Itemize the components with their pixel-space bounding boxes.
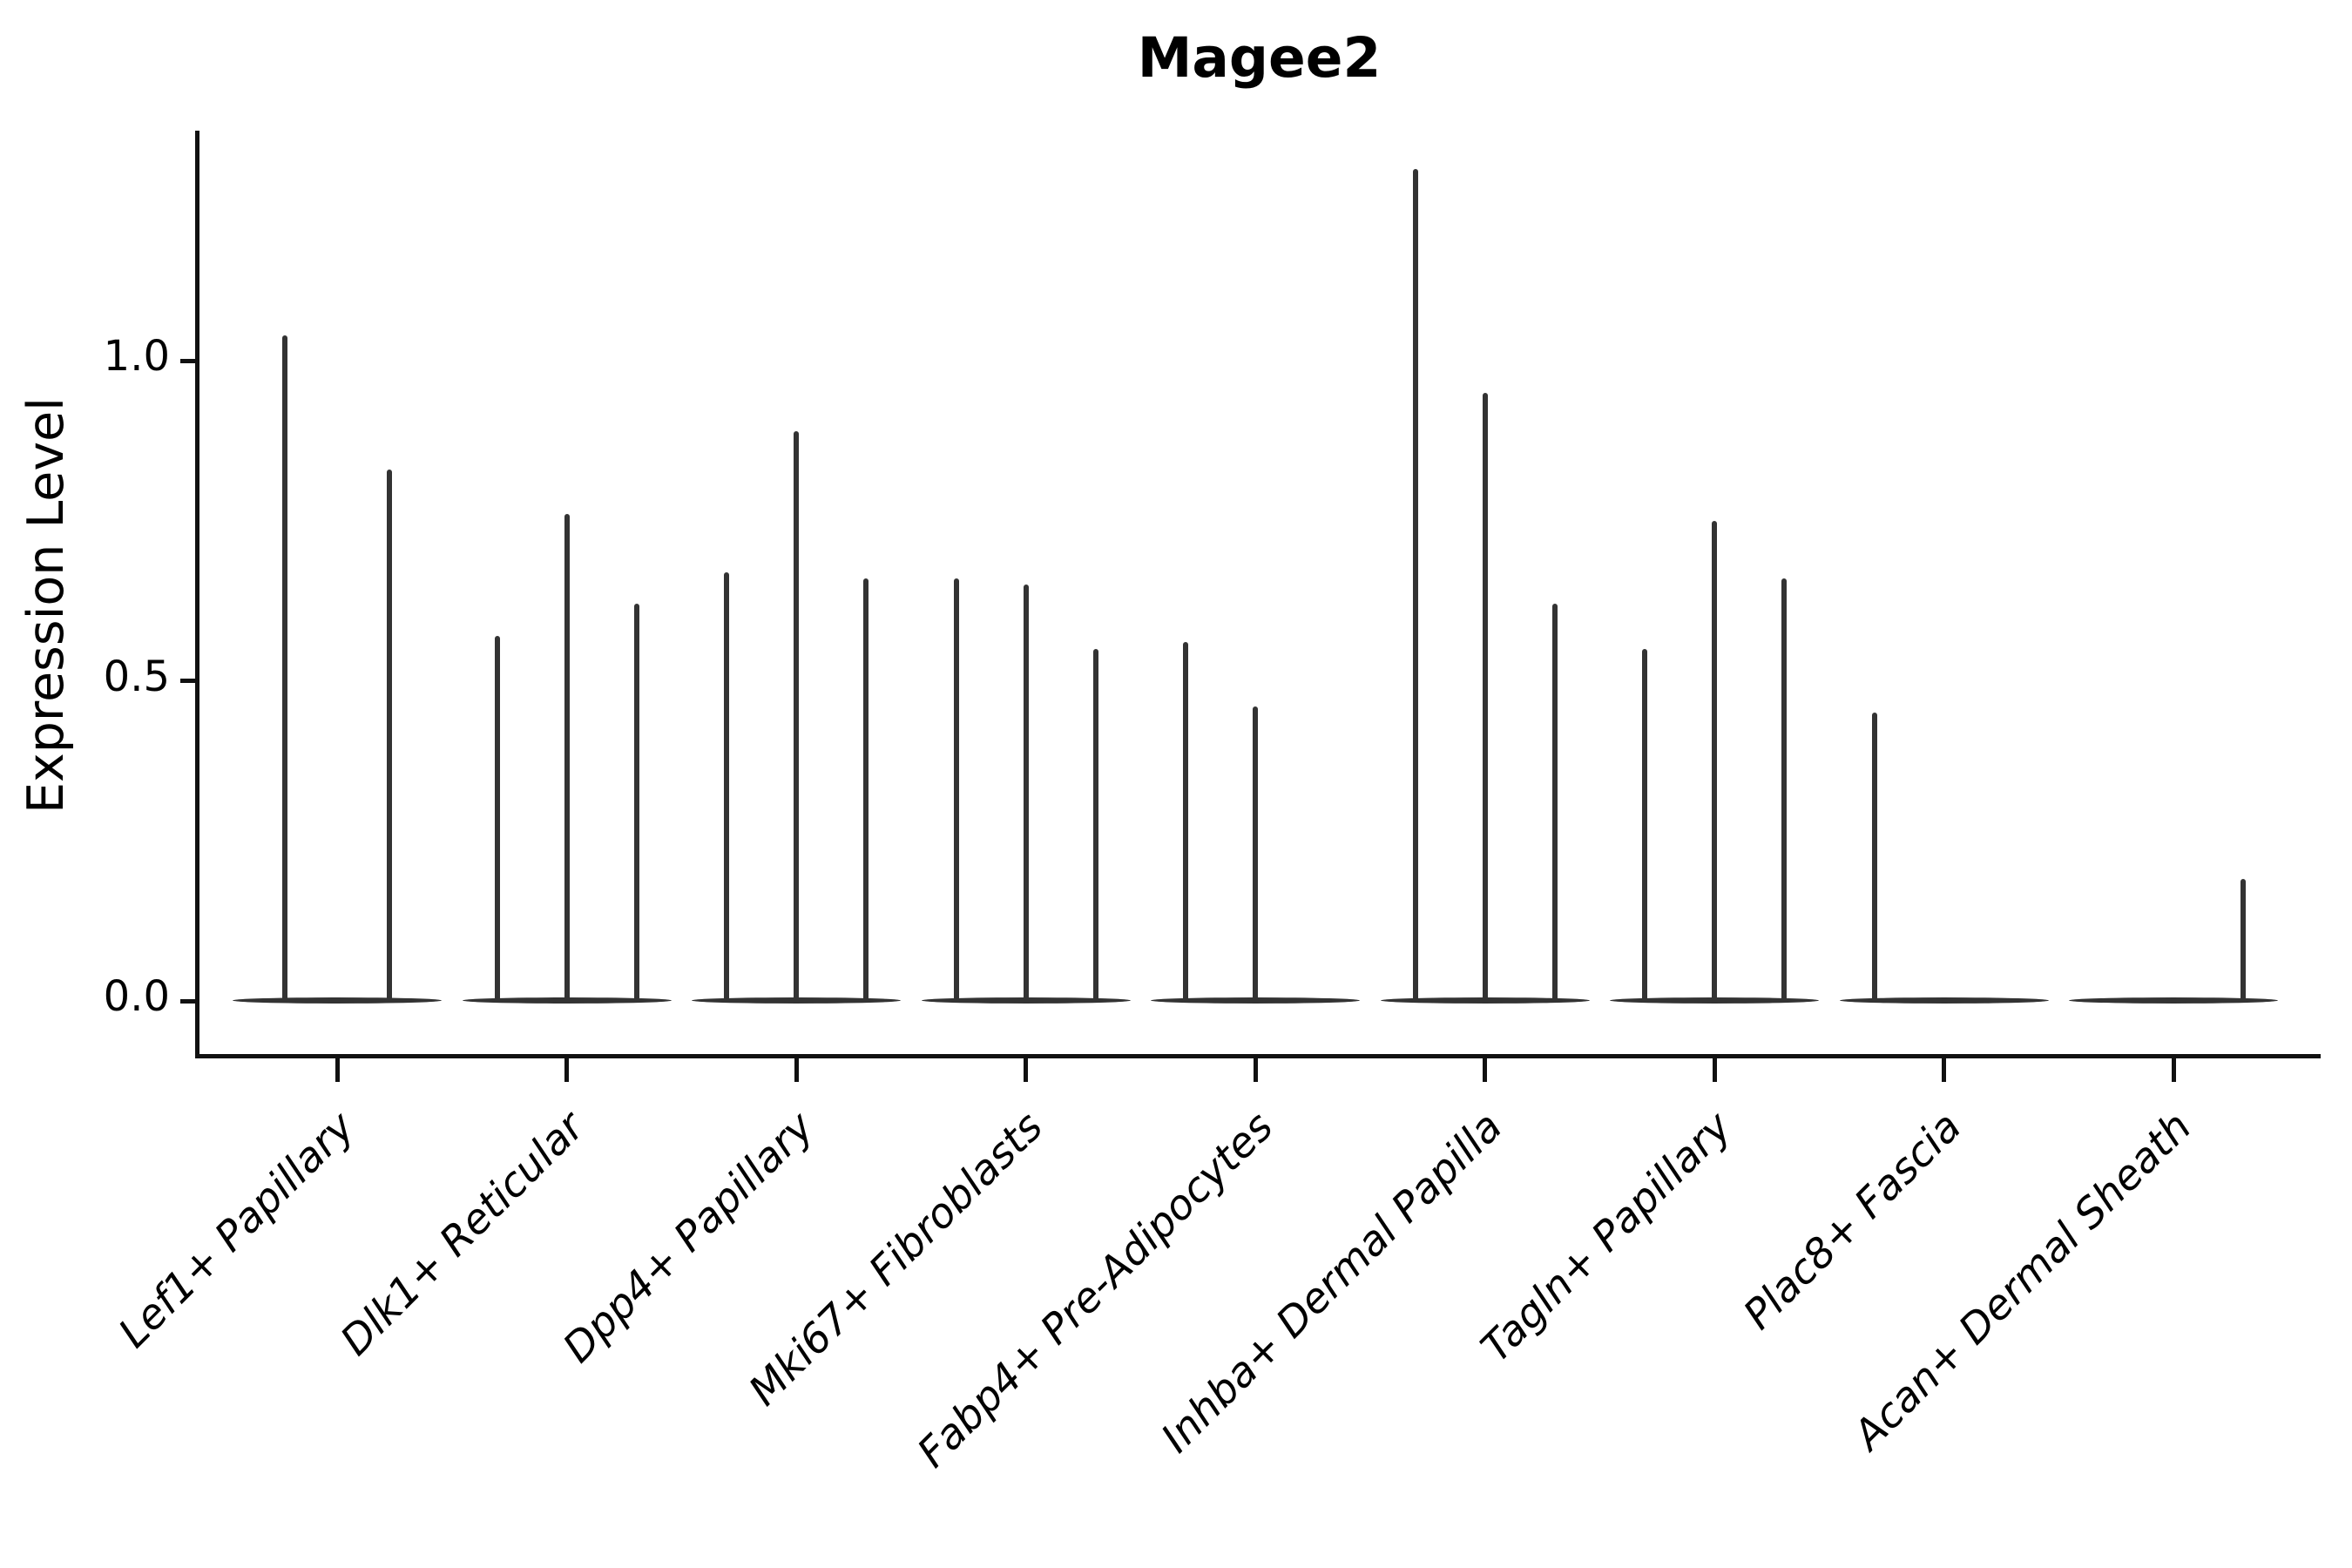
violin-base-band: [233, 997, 442, 1004]
x-tick-mark: [1483, 1056, 1487, 1082]
violin-spike: [1092, 648, 1098, 1001]
violin-spike: [1183, 642, 1188, 1001]
x-tick-mark: [1942, 1056, 1946, 1082]
violin-spike: [1712, 520, 1717, 1001]
x-axis-spine: [195, 1054, 2321, 1058]
y-axis-spine: [195, 131, 199, 1058]
x-tick-mark: [1712, 1056, 1717, 1082]
violin-spike: [1642, 648, 1647, 1001]
violin-base-band: [1839, 997, 2049, 1004]
y-tick-mark: [180, 358, 196, 363]
x-tick-mark: [794, 1056, 799, 1082]
violin-spike: [1412, 168, 1418, 1001]
violin-spike: [724, 571, 729, 1001]
violin-spike: [794, 430, 799, 1001]
x-tick-mark: [1253, 1056, 1258, 1082]
violin-spike: [494, 636, 500, 1001]
violin-spike: [953, 578, 959, 1001]
y-tick-label: 0.5: [103, 652, 170, 701]
violin-spike: [387, 469, 392, 1001]
y-axis-label: Expression Level: [17, 397, 75, 814]
x-tick-label: Tagln+ Papillary: [1472, 1103, 1741, 1372]
violin-spike: [282, 335, 287, 1001]
x-tick-mark: [564, 1056, 569, 1082]
x-tick-label: Plac8+ Fascia: [1734, 1103, 1971, 1340]
x-tick-label: Lef1+ Papillary: [109, 1103, 364, 1358]
y-tick-label: 1.0: [103, 332, 170, 381]
violin-spike: [633, 604, 639, 1001]
x-tick-label: Dlk1+ Reticular: [331, 1103, 594, 1365]
violin-spike: [863, 578, 868, 1001]
violin-spike: [2240, 879, 2246, 1001]
violin-spike: [1253, 706, 1258, 1001]
y-tick-mark: [180, 679, 196, 683]
violin-base-band: [2069, 997, 2278, 1004]
violin-spike: [564, 514, 570, 1001]
x-tick-mark: [2171, 1056, 2176, 1082]
violin-spike: [1551, 604, 1558, 1001]
violin-spike: [1871, 713, 1877, 1001]
y-tick-label: 0.0: [103, 972, 170, 1021]
x-tick-mark: [335, 1056, 340, 1082]
x-tick-mark: [1024, 1056, 1028, 1082]
violin-spike: [1482, 392, 1488, 1001]
chart-title: Magee2: [1137, 26, 1382, 90]
violin-spike: [1781, 578, 1787, 1001]
y-tick-mark: [180, 998, 196, 1004]
violin-spike: [1023, 585, 1029, 1001]
x-tick-label: Dpp4+ Papillary: [553, 1103, 823, 1373]
